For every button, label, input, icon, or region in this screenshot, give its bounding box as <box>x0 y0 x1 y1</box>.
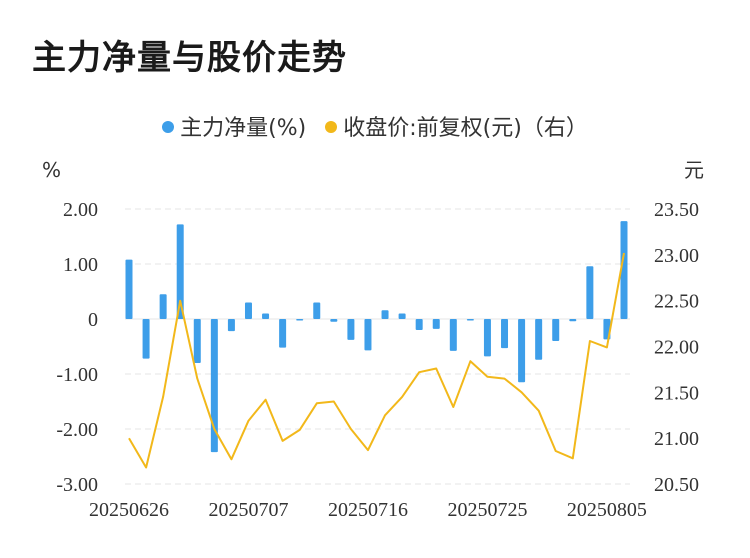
left-axis-unit: % <box>42 158 61 182</box>
right-axis-tick-label: 23.50 <box>654 199 699 221</box>
bar <box>501 319 509 349</box>
legend-swatch-close-price <box>325 121 338 133</box>
chart-title: 主力净量与股价走势 <box>32 38 347 78</box>
left-axis-tick-label: -2.00 <box>56 419 98 441</box>
bar <box>518 319 526 383</box>
close-price-line <box>128 252 625 469</box>
bar <box>193 319 201 363</box>
left-axis-tick-label: -3.00 <box>56 474 98 496</box>
bar <box>483 319 491 357</box>
bar <box>210 319 218 453</box>
bar <box>381 310 389 319</box>
legend-item-close-price[interactable]: 收盘价:前复权(元)（右） <box>325 110 588 142</box>
bar <box>449 319 457 351</box>
right-axis-tick-label: 21.00 <box>654 428 699 450</box>
right-axis-tick-label: 22.50 <box>654 291 699 313</box>
bar <box>535 319 543 360</box>
left-axis-tick-label: 0 <box>88 309 98 331</box>
left-axis-tick-label: 1.00 <box>63 254 98 276</box>
x-axis-tick-label: 20250725 <box>447 499 527 521</box>
bar <box>279 319 287 348</box>
legend-item-net-volume[interactable]: 主力净量(%) <box>162 110 306 142</box>
bar <box>176 224 184 319</box>
bar <box>569 319 577 322</box>
right-axis-tick-label: 23.00 <box>654 245 699 267</box>
x-axis-tick-label: 20250626 <box>89 499 169 521</box>
bar <box>620 221 628 319</box>
bar <box>244 302 252 319</box>
left-axis-tick-label: 2.00 <box>63 199 98 221</box>
right-axis-tick-label: 21.50 <box>654 382 699 404</box>
bar <box>415 319 423 330</box>
bar <box>398 313 406 319</box>
chart-legend: 主力净量(%) 收盘价:前复权(元)（右） <box>0 110 750 142</box>
bar <box>364 319 372 351</box>
right-axis-unit: 元 <box>684 158 704 182</box>
x-axis-tick-label: 20250805 <box>567 499 647 521</box>
bar <box>159 294 167 319</box>
bar <box>125 259 133 319</box>
legend-swatch-net-volume <box>162 121 175 133</box>
bar <box>586 266 594 319</box>
bar <box>262 313 270 319</box>
x-axis-tick-label: 20250716 <box>328 499 408 521</box>
bar <box>313 302 321 319</box>
bar <box>432 319 440 329</box>
bar <box>142 319 150 359</box>
legend-label-close-price: 收盘价:前复权(元)（右） <box>343 116 588 141</box>
left-axis-tick-label: -1.00 <box>56 364 98 386</box>
bar <box>466 319 474 321</box>
right-axis-tick-label: 22.00 <box>654 337 699 359</box>
bar <box>227 319 235 332</box>
bar <box>330 319 338 322</box>
x-axis-tick-label: 20250707 <box>208 499 288 521</box>
bar <box>347 319 355 340</box>
bar <box>552 319 560 341</box>
bar <box>296 319 304 321</box>
legend-label-net-volume: 主力净量(%) <box>180 116 307 141</box>
right-axis-tick-label: 20.50 <box>654 474 699 496</box>
